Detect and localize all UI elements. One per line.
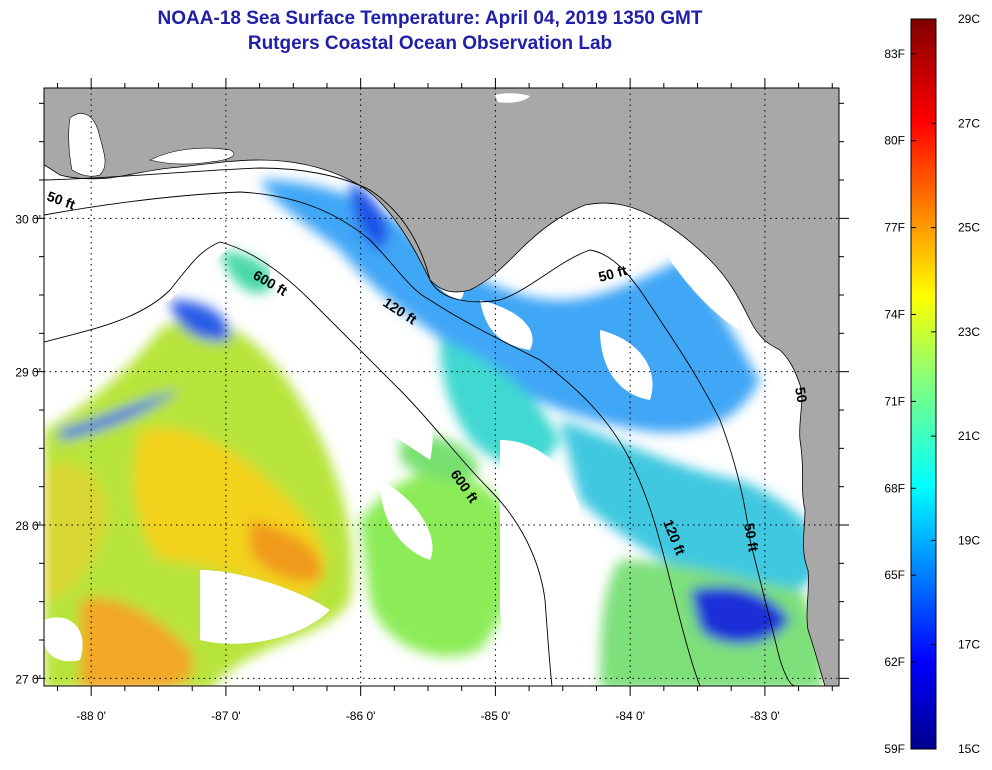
sst-patch-blue-mid <box>170 300 230 341</box>
colorbar-f-label: 71F <box>884 394 905 408</box>
lat-label: 27 0' <box>15 672 41 686</box>
colorbar-ticks <box>911 18 936 750</box>
colorbar-f-label: 74F <box>884 307 905 321</box>
colorbar-f-label: 65F <box>884 568 905 582</box>
chart-subtitle: Rutgers Coastal Ocean Observation Lab <box>247 33 613 54</box>
lon-label: -87 0' <box>211 709 241 723</box>
colorbar-c-label: 21C <box>958 429 980 443</box>
colorbar-f-label: 80F <box>884 134 905 148</box>
sst-patch-orange-sw <box>80 598 194 686</box>
cloud-mask <box>44 196 740 662</box>
contour-label: 50 ft <box>597 262 629 285</box>
axis-ticks <box>34 78 849 696</box>
sst-patch-blue-west <box>60 390 180 440</box>
bathymetry-contours <box>44 167 796 686</box>
sst-patch-west-edge <box>44 462 110 600</box>
contour-label: 50 ft <box>741 522 762 553</box>
lon-label: -83 0' <box>750 709 780 723</box>
colorbar-f-labels: 83F 80F 77F 74F 71F 68F 65F 62F 59F <box>884 47 905 756</box>
colorbar-c-label: 15C <box>958 742 980 756</box>
sst-patch-cyan <box>440 340 560 467</box>
colorbar-c-label: 27C <box>958 116 980 130</box>
colorbar-c-label: 29C <box>958 12 980 26</box>
contour-600ft <box>44 241 553 686</box>
colorbar <box>910 18 937 750</box>
sst-patch-coast-cyan <box>560 420 830 600</box>
map-frame <box>43 87 840 687</box>
inland-lake <box>495 93 530 103</box>
colorbar-c-label: 19C <box>958 533 980 547</box>
land-mass <box>44 88 839 686</box>
colorbar-f-label: 62F <box>884 655 905 669</box>
lat-label: 29 0' <box>15 366 41 380</box>
colorbar-c-labels: 29C 27C 25C 23C 21C 19C 17C 15C <box>958 12 980 756</box>
graticule <box>44 88 839 686</box>
contour-120ft <box>44 191 701 686</box>
mobile-bay <box>68 113 106 177</box>
sst-patch-nw-cyan <box>220 250 273 294</box>
contour-label: 50 <box>792 386 810 404</box>
colorbar-f-label: 77F <box>884 221 905 235</box>
colorbar-f-label: 59F <box>884 742 905 756</box>
lon-label: -85 0' <box>481 709 511 723</box>
lon-label: -86 0' <box>346 709 376 723</box>
pensacola-bay <box>149 147 235 165</box>
sst-patch-orange <box>250 520 322 581</box>
sst-patch-apalachee <box>350 180 389 250</box>
lat-labels: 30 0' 29 0' 28 0' 27 0' <box>15 212 41 686</box>
colorbar-c-label: 23C <box>958 325 980 339</box>
contour-50ft <box>44 167 796 686</box>
colorbar-c-label: 25C <box>958 221 980 235</box>
colorbar-f-label: 83F <box>884 47 905 61</box>
lat-label: 30 0' <box>15 212 41 226</box>
lon-label: -84 0' <box>615 709 645 723</box>
colorbar-f-label: 68F <box>884 481 905 495</box>
chart-title: NOAA-18 Sea Surface Temperature: April 0… <box>157 8 703 29</box>
lon-label: -88 0' <box>76 709 106 723</box>
colorbar-c-label: 17C <box>958 638 980 652</box>
lon-labels: -88 0' -87 0' -86 0' -85 0' -84 0' -83 0' <box>76 709 779 723</box>
lat-label: 28 0' <box>15 519 41 533</box>
